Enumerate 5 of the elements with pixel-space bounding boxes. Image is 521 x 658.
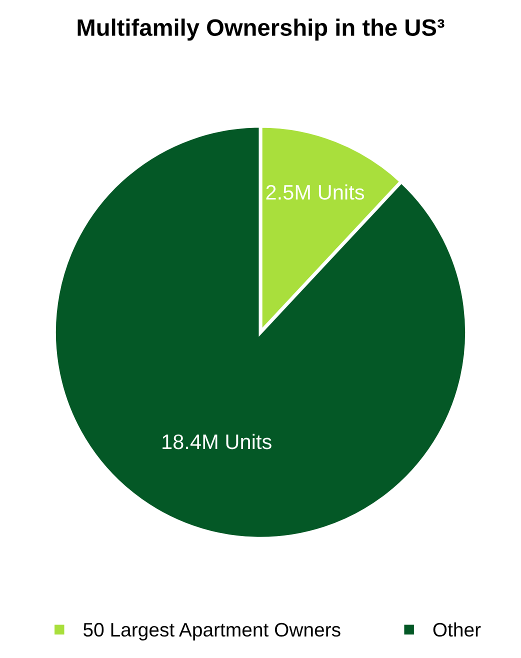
data-label: 2.5M Units: [266, 184, 364, 200]
chart-title: Multifamily Ownership in the US³: [78, 18, 444, 41]
legend-label: 50 Largest Apartment Owners: [84, 622, 340, 640]
legend-label: Other: [433, 622, 481, 637]
data-label: 18.4M Units: [162, 434, 272, 450]
